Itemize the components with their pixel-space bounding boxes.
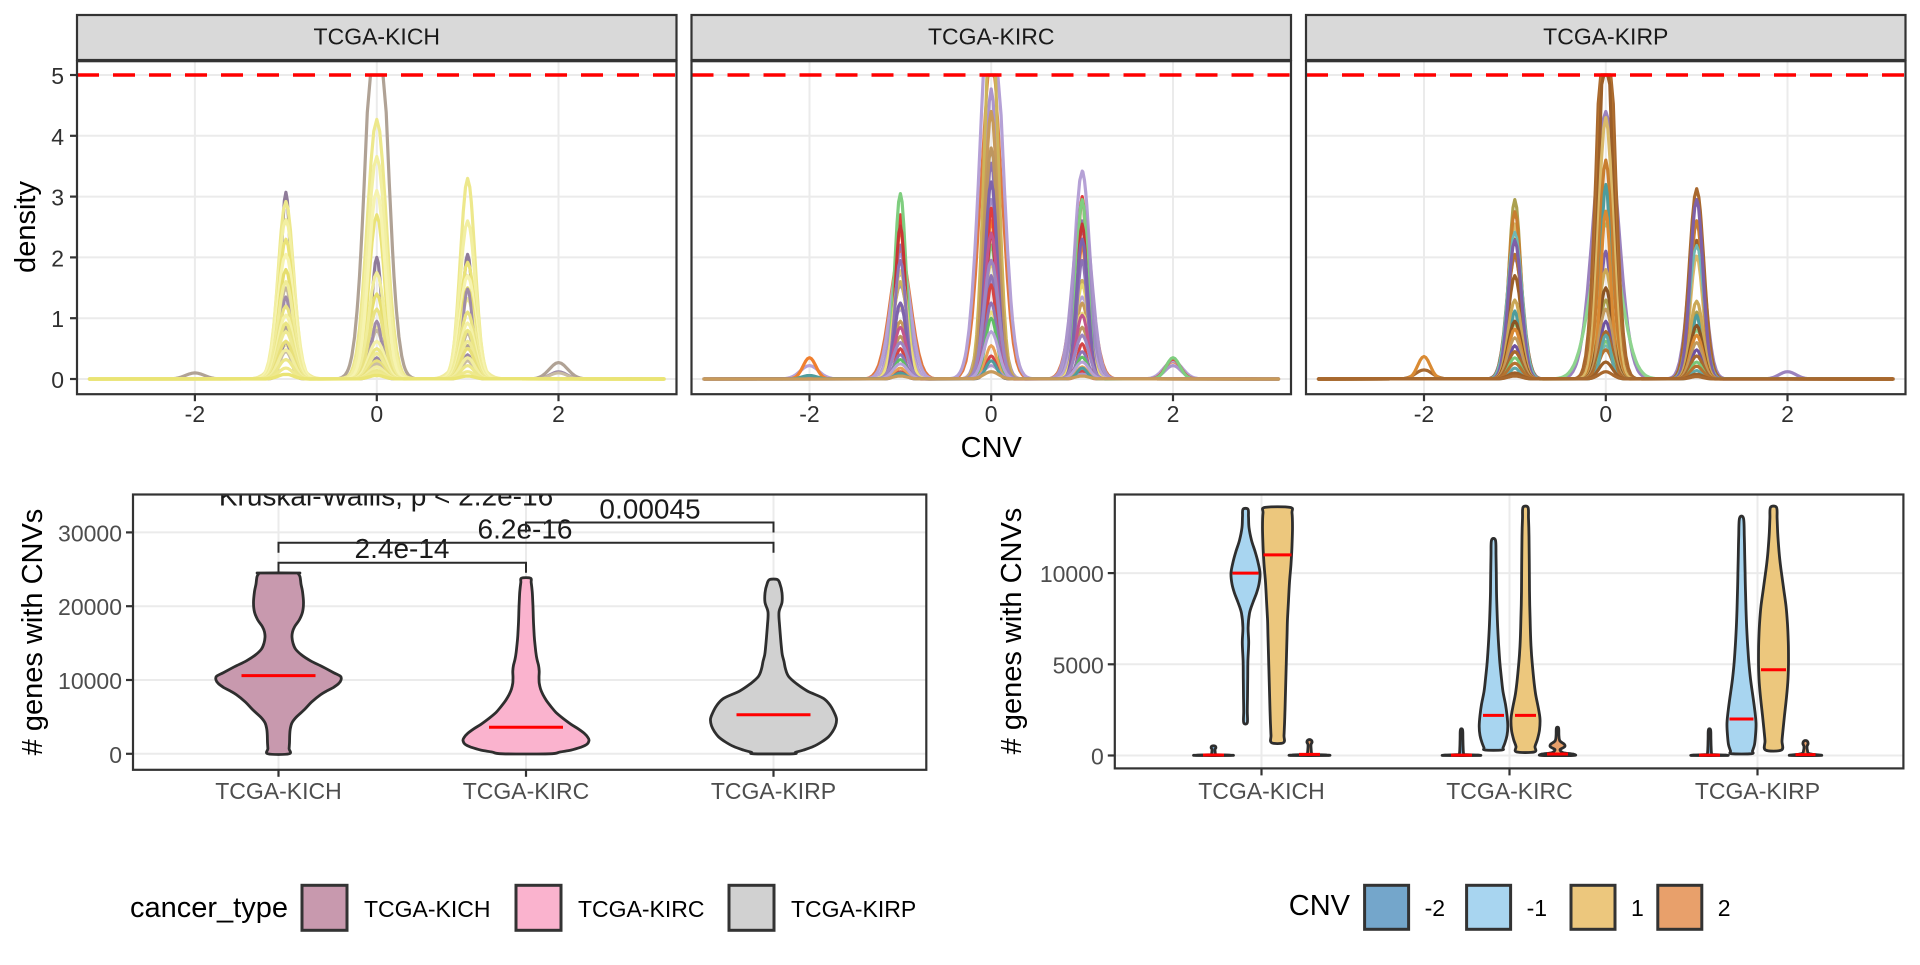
svg-text:10000: 10000 [58,668,122,694]
svg-text:TCGA-KIRP: TCGA-KIRP [791,896,916,922]
svg-text:TCGA-KIRC: TCGA-KIRC [928,24,1055,50]
svg-text:2: 2 [1718,895,1731,921]
svg-text:-2: -2 [185,401,205,427]
svg-text:0: 0 [1091,744,1104,770]
svg-text:0: 0 [51,367,64,393]
svg-text:-2: -2 [1425,895,1445,921]
svg-text:-2: -2 [799,401,819,427]
svg-text:1: 1 [1631,895,1644,921]
svg-text:0: 0 [1599,401,1612,427]
svg-text:2: 2 [1781,401,1794,427]
svg-text:0: 0 [109,742,122,768]
svg-text:TCGA-KICH: TCGA-KICH [364,896,491,922]
svg-text:TCGA-KIRC: TCGA-KIRC [1446,778,1573,804]
svg-text:-1: -1 [1527,895,1547,921]
svg-text:0: 0 [985,401,998,427]
svg-text:2: 2 [1167,401,1180,427]
svg-text:Kruskal-Wallis, p < 2.2e-16: Kruskal-Wallis, p < 2.2e-16 [219,481,553,512]
svg-text:3: 3 [51,185,64,211]
svg-text:CNV: CNV [961,432,1023,464]
svg-text:-2: -2 [1414,401,1434,427]
svg-text:2: 2 [51,245,64,271]
svg-text:TCGA-KIRC: TCGA-KIRC [463,778,590,804]
svg-text:20000: 20000 [58,594,122,620]
svg-text:# genes with CNVs: # genes with CNVs [996,508,1028,755]
svg-text:TCGA-KIRP: TCGA-KIRP [1695,778,1820,804]
svg-text:TCGA-KIRP: TCGA-KIRP [711,778,836,804]
svg-text:5: 5 [51,63,64,89]
svg-text:2.4e-14: 2.4e-14 [355,533,450,564]
svg-text:cancer_type: cancer_type [130,892,288,924]
svg-text:TCGA-KIRC: TCGA-KIRC [578,896,705,922]
svg-text:0: 0 [370,401,383,427]
svg-text:2: 2 [552,401,565,427]
svg-text:TCGA-KICH: TCGA-KICH [1198,778,1325,804]
svg-text:0.00045: 0.00045 [599,494,700,525]
svg-text:CNV: CNV [1289,890,1351,922]
svg-text:TCGA-KICH: TCGA-KICH [314,24,441,50]
svg-text:30000: 30000 [58,520,122,546]
svg-text:# genes with CNVs: # genes with CNVs [17,509,49,756]
svg-text:density: density [10,181,42,273]
svg-text:10000: 10000 [1040,561,1104,587]
svg-text:TCGA-KIRP: TCGA-KIRP [1543,24,1668,50]
svg-text:1: 1 [51,306,64,332]
svg-text:4: 4 [51,124,64,150]
svg-text:5000: 5000 [1053,652,1104,678]
svg-text:TCGA-KICH: TCGA-KICH [215,778,342,804]
